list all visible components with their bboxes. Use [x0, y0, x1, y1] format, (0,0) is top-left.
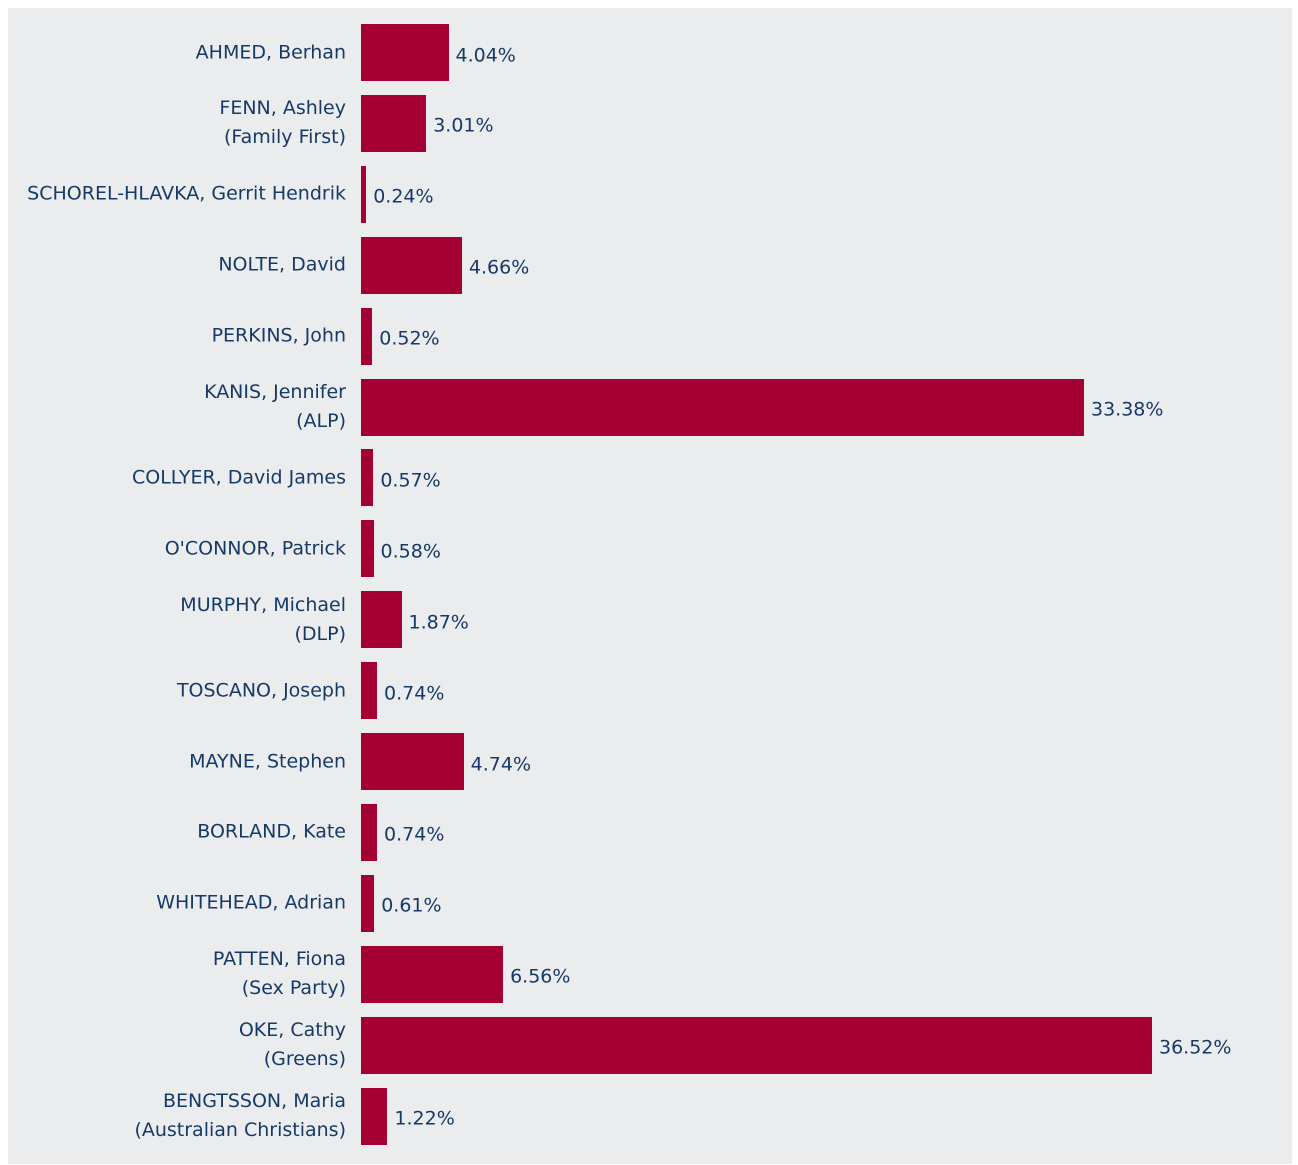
- bar: [361, 874, 375, 932]
- bar: [361, 662, 378, 720]
- bar: [361, 165, 367, 223]
- value-label: 0.58%: [380, 540, 441, 563]
- category-label: NOLTE, David: [218, 253, 346, 276]
- value-label: 6.56%: [510, 965, 571, 988]
- bar: [361, 733, 464, 790]
- category-label: KANIS, Jennifer (ALP): [204, 381, 346, 432]
- category-label: FENN, Ashley (Family First): [219, 97, 346, 149]
- bar: [361, 591, 402, 649]
- value-label: 33.38%: [1090, 398, 1164, 421]
- category-label: OKE, Cathy (Greens): [238, 1019, 346, 1071]
- category-label: BORLAND, Kate: [197, 820, 346, 843]
- value-label: 0.74%: [384, 682, 445, 705]
- value-label: 1.87%: [408, 611, 469, 634]
- category-label: MAYNE, Stephen: [189, 750, 346, 772]
- bar: [361, 1016, 1152, 1074]
- bar: [361, 94, 427, 152]
- value-label: 4.74%: [470, 753, 532, 775]
- category-label: COLLYER, David James: [131, 466, 346, 489]
- value-label: 36.52%: [1159, 1036, 1232, 1059]
- value-label: 0.57%: [380, 469, 441, 492]
- category-label: MURPHY, Michael (DLP): [180, 593, 346, 645]
- category-label: PERKINS, John: [211, 324, 346, 347]
- bar: [361, 236, 462, 294]
- category-label: WHITEHEAD, Adrian: [156, 891, 346, 914]
- value-label: 0.74%: [384, 823, 445, 846]
- value-label: 0.61%: [381, 894, 442, 917]
- bar: [361, 378, 1084, 436]
- chart-background: [8, 8, 1292, 1164]
- category-label: BENGTSSON, Maria (Australian Christians): [134, 1090, 346, 1141]
- category-label: PATTEN, Fiona (Sex Party): [212, 948, 346, 1000]
- bar: [361, 307, 373, 365]
- bar: [361, 945, 504, 1003]
- value-label: 4.04%: [455, 44, 516, 66]
- bar: [361, 24, 449, 81]
- category-label: O'CONNOR, Patrick: [164, 537, 346, 560]
- bar: [361, 1087, 388, 1145]
- category-label: AHMED, Berhan: [195, 41, 346, 63]
- value-label: 1.22%: [394, 1107, 455, 1130]
- bar: [361, 803, 378, 861]
- value-label: 0.24%: [373, 185, 434, 208]
- bar: [361, 520, 374, 578]
- bar: [361, 449, 374, 507]
- category-label: SCHOREL-HLAVKA, Gerrit Hendrik: [27, 182, 346, 205]
- category-label: TOSCANO, Joseph: [176, 679, 346, 702]
- value-label: 4.66%: [468, 256, 530, 279]
- value-label: 0.52%: [379, 327, 440, 350]
- value-label: 3.01%: [433, 114, 494, 137]
